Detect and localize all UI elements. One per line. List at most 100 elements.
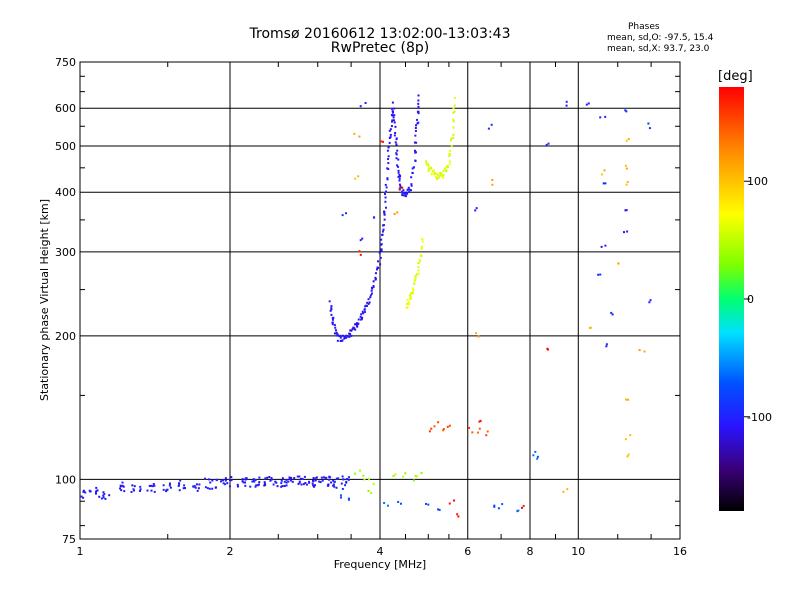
data-point [252, 479, 255, 482]
data-point [336, 333, 339, 336]
data-point [298, 480, 301, 483]
data-point [197, 487, 200, 490]
data-point [643, 350, 646, 353]
data-point [333, 332, 336, 335]
data-point [426, 162, 429, 165]
data-point [332, 483, 335, 486]
data-point [341, 475, 344, 478]
data-point [383, 213, 386, 216]
data-point [395, 143, 398, 146]
data-point [131, 484, 134, 487]
data-point [397, 169, 400, 172]
data-point [102, 494, 105, 497]
data-point [604, 182, 607, 185]
data-point [356, 324, 359, 327]
data-point [209, 481, 212, 484]
data-point [255, 484, 258, 487]
data-point [168, 482, 171, 485]
data-point [258, 476, 261, 479]
data-point [479, 419, 482, 422]
data-point [452, 111, 455, 114]
data-point [404, 472, 407, 475]
data-point [270, 478, 273, 481]
chart-subtitle: RwPretec (8p) [330, 40, 430, 56]
data-point [532, 454, 535, 457]
data-point [331, 321, 334, 324]
data-point [413, 149, 416, 152]
data-point [148, 484, 151, 487]
data-point [629, 434, 632, 437]
legend-o-stats: mean, sd,O: -97.5, 15.4 [607, 33, 714, 43]
data-point [448, 153, 451, 156]
data-point [298, 475, 301, 478]
data-point [389, 133, 392, 136]
data-point [625, 183, 628, 186]
data-point [404, 192, 407, 195]
data-point [204, 477, 207, 480]
x-tick-label: 8 [527, 545, 534, 558]
data-point [378, 252, 381, 255]
data-point [610, 311, 613, 314]
data-point [221, 479, 224, 482]
data-point [397, 165, 400, 168]
data-point [268, 476, 271, 479]
data-point [425, 163, 428, 166]
data-point [300, 483, 303, 486]
data-point [417, 269, 420, 272]
data-point [475, 207, 478, 210]
data-point [395, 153, 398, 156]
data-point [437, 176, 440, 179]
data-point [104, 497, 107, 500]
legend-title: Phases [628, 22, 660, 32]
data-point [194, 486, 197, 489]
data-point [299, 477, 302, 480]
data-point [281, 485, 284, 488]
data-point [536, 457, 539, 460]
data-point [410, 184, 413, 187]
data-point [448, 154, 451, 157]
data-point [392, 474, 395, 477]
data-point [333, 324, 336, 327]
data-point [230, 479, 233, 482]
data-point [358, 250, 361, 253]
data-point [468, 426, 471, 429]
data-point [412, 287, 415, 290]
y-tick-label: 600 [55, 102, 76, 115]
data-point [333, 485, 336, 488]
data-point [95, 486, 98, 489]
data-point [321, 479, 324, 482]
data-point [393, 114, 396, 117]
data-point [420, 247, 423, 250]
data-point [395, 157, 398, 160]
data-point [487, 127, 490, 130]
data-point [566, 488, 569, 491]
data-point [433, 170, 436, 173]
data-point [335, 331, 338, 334]
data-point [391, 107, 394, 110]
data-point [327, 484, 330, 487]
data-point [288, 477, 291, 480]
data-point [270, 477, 273, 480]
data-point [362, 474, 365, 477]
data-point [222, 482, 225, 485]
data-point [391, 120, 394, 123]
data-point [162, 488, 165, 491]
data-point [138, 490, 141, 493]
data-point [599, 116, 602, 119]
data-point [452, 137, 455, 140]
data-point [342, 334, 345, 337]
data-point [401, 190, 404, 193]
data-point [417, 272, 420, 275]
data-point [442, 428, 445, 431]
data-point [408, 191, 411, 194]
data-point [493, 504, 496, 507]
data-point [638, 349, 641, 352]
data-point [363, 311, 366, 314]
data-point [386, 178, 389, 181]
data-point [427, 503, 430, 506]
data-point [330, 481, 333, 484]
data-point [354, 177, 357, 180]
data-point [393, 121, 396, 124]
data-point [226, 482, 229, 485]
data-point [149, 484, 152, 487]
